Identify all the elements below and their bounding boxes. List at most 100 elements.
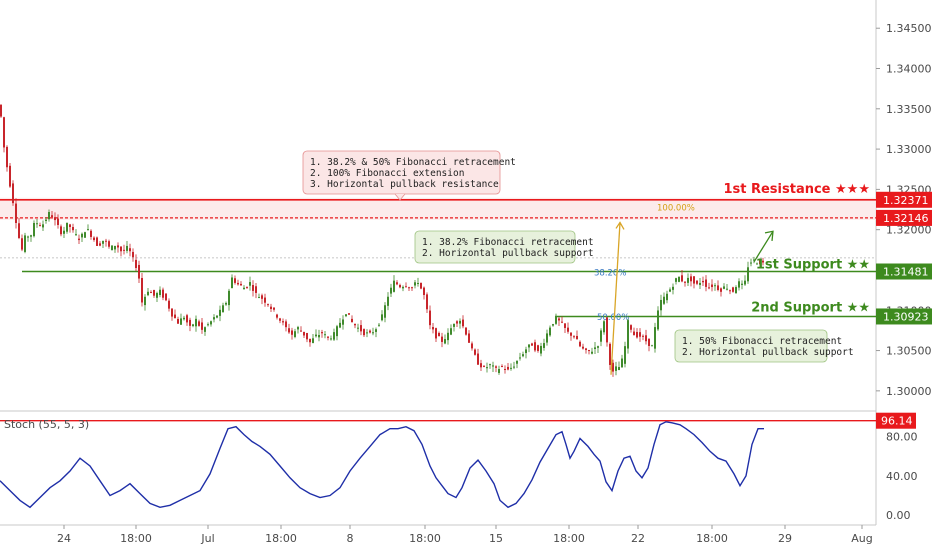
candle-body (504, 368, 506, 370)
candle-body (63, 230, 65, 234)
x-tick-label: 18:00 (553, 532, 585, 545)
first-support-price-label-bg (876, 263, 932, 280)
candle-body (153, 289, 155, 296)
stoch-y-tick-label: 40.00 (886, 470, 918, 483)
x-tick-label: 18:00 (409, 532, 441, 545)
stoch-value-label: 96.14 (881, 415, 913, 428)
candle-body (489, 364, 491, 366)
candle-body (621, 358, 623, 368)
candle-body (654, 327, 656, 349)
candle-body (285, 321, 287, 328)
candle-body (264, 297, 266, 303)
first-support-note-box (414, 230, 576, 264)
second-support-price-label: 1.30923 (883, 310, 929, 323)
candle-body (396, 282, 398, 285)
candle-body (708, 287, 710, 289)
candle-body (246, 286, 248, 288)
candle-body (144, 296, 146, 306)
candle-body (9, 165, 11, 187)
candle-body (378, 324, 380, 326)
y-tick-label: 1.32000 (886, 224, 932, 237)
candle-body (195, 318, 197, 327)
candle-body (690, 276, 692, 282)
candle-body (300, 330, 302, 332)
candle-body (363, 329, 365, 336)
candle-body (207, 324, 209, 326)
candle-body (666, 293, 668, 301)
candle-body (111, 245, 113, 251)
candle-body (93, 237, 95, 241)
candle-body (273, 307, 275, 310)
candle-body (78, 238, 80, 241)
candle-body (297, 327, 299, 330)
candle-body (339, 322, 341, 328)
candle-body (282, 321, 284, 323)
candle-body (180, 318, 182, 325)
candle-body (480, 363, 482, 368)
candle-body (591, 351, 593, 354)
bounce-arrow-line (753, 230, 774, 263)
candle-body (261, 295, 263, 299)
candle-body (36, 223, 38, 225)
candle-body (684, 281, 686, 283)
y-tick-label: 1.33000 (886, 143, 932, 156)
candle-body (657, 310, 659, 330)
candle-body (390, 287, 392, 294)
candle-body (483, 365, 485, 367)
candle-body (567, 327, 569, 332)
candle-body (6, 146, 8, 168)
projection-arrow-head (615, 221, 625, 230)
candle-body (696, 280, 698, 284)
candle-body (288, 328, 290, 333)
zones-layer: 100.00% 38.20% 50.00% (0, 197, 876, 323)
candle-body (432, 327, 434, 330)
candle-body (18, 223, 20, 239)
stoch-line (0, 421, 764, 509)
resistance-note-line: 1. 38.2% & 50% Fibonacci retracement (310, 157, 516, 168)
stoch-title: Stoch (55, 5, 3) (4, 418, 89, 431)
resistance-price-label-bg (876, 191, 932, 208)
candle-body (543, 343, 545, 348)
candle-body (330, 338, 332, 340)
candle-body (738, 281, 740, 288)
candle-body (267, 304, 269, 306)
candle-body (231, 277, 233, 289)
candle-body (693, 276, 695, 284)
candle-body (351, 318, 353, 323)
candle-body (534, 342, 536, 351)
candle-body (210, 321, 212, 325)
candle-body (600, 330, 602, 342)
candle-body (123, 249, 125, 251)
candle-body (381, 314, 383, 321)
candle-body (660, 299, 662, 311)
candle-body (120, 246, 122, 252)
candle-body (711, 284, 713, 288)
second-support-note-line: 2. Horizontal pullback support (682, 347, 854, 358)
candle-body (612, 362, 614, 372)
candle-body (126, 245, 128, 251)
second-support-title: 2nd Support ★★ (751, 300, 870, 315)
y-tick-label: 1.33500 (886, 103, 932, 116)
candle-body (213, 317, 215, 320)
candle-body (399, 284, 401, 288)
candle-body (87, 229, 89, 231)
candle-body (639, 332, 641, 337)
candle-body (375, 329, 377, 332)
candle-body (357, 327, 359, 329)
candle-body (255, 286, 257, 293)
candle-body (201, 322, 203, 330)
candle-body (594, 347, 596, 350)
candle-body (96, 237, 98, 246)
candle-body (348, 313, 350, 315)
candle-body (21, 238, 23, 250)
candle-body (633, 331, 635, 336)
candle-body (759, 259, 761, 265)
x-tick-label: 18:00 (265, 532, 297, 545)
candle-body (627, 320, 629, 349)
stochastic-layer: Stoch (55, 5, 3) (0, 418, 876, 509)
candle-body (546, 333, 548, 343)
candle-body (630, 325, 632, 330)
candle-body (687, 277, 689, 283)
candle-body (495, 366, 497, 368)
